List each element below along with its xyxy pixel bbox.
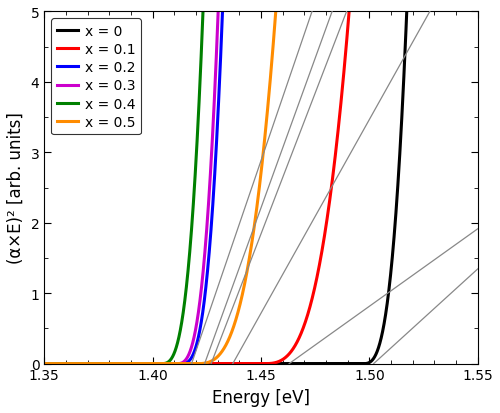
x = 0.5: [274, 3, 280, 8]
x = 0: [96, 361, 102, 366]
x = 0.1: [254, 361, 260, 366]
x = 0.2: [152, 361, 158, 366]
x = 0.3: [153, 361, 159, 366]
x = 0.1: [267, 361, 273, 366]
x = 0: [250, 361, 256, 366]
x = 0.4: [80, 361, 86, 366]
x = 0.2: [207, 240, 213, 244]
x = 0: [160, 361, 166, 366]
x = 0.5: [130, 361, 136, 366]
x = 0.5: [198, 361, 204, 366]
x = 0.3: [201, 259, 207, 264]
x = 0: [316, 361, 322, 366]
x = 0.4: [147, 361, 153, 366]
x = 0.1: [93, 361, 99, 366]
x = 0.4: [67, 361, 73, 366]
x = 0.2: [78, 361, 84, 366]
x = 0.3: [88, 361, 94, 366]
Legend: x = 0, x = 0.1, x = 0.2, x = 0.3, x = 0.4, x = 0.5: x = 0, x = 0.1, x = 0.2, x = 0.3, x = 0.…: [51, 19, 141, 135]
Y-axis label: (α×E)² [arb. units]: (α×E)² [arb. units]: [7, 112, 25, 264]
Line: x = 0.1: x = 0.1: [44, 6, 350, 364]
x = 0.1: [346, 3, 352, 8]
x = 0: [160, 361, 166, 366]
x = 0.5: [41, 361, 47, 366]
X-axis label: Energy [eV]: Energy [eV]: [212, 388, 310, 406]
x = 0.1: [41, 361, 47, 366]
x = 0.1: [106, 361, 112, 366]
Line: x = 0.2: x = 0.2: [44, 6, 222, 364]
x = 0.5: [252, 215, 258, 220]
x = 0.2: [166, 361, 172, 366]
x = 0.3: [216, 4, 222, 9]
Line: x = 0.3: x = 0.3: [44, 6, 218, 364]
x = 0.3: [120, 361, 126, 366]
x = 0: [404, 4, 410, 9]
x = 0.4: [128, 361, 134, 366]
Line: x = 0: x = 0: [44, 6, 407, 364]
x = 0.3: [156, 361, 162, 366]
Line: x = 0.5: x = 0.5: [44, 6, 276, 364]
x = 0.5: [183, 361, 189, 366]
x = 0: [182, 361, 188, 366]
x = 0.5: [60, 361, 66, 366]
x = 0.4: [114, 361, 120, 366]
x = 0.2: [41, 361, 47, 366]
x = 0.1: [84, 361, 90, 366]
x = 0.4: [200, 4, 206, 9]
x = 0.5: [74, 361, 80, 366]
x = 0.2: [220, 4, 226, 9]
x = 0.1: [346, 14, 352, 19]
x = 0.3: [178, 361, 184, 366]
x = 0.3: [41, 361, 47, 366]
Line: x = 0.4: x = 0.4: [44, 7, 203, 364]
x = 0.2: [162, 361, 168, 366]
x = 0.4: [188, 229, 194, 234]
x = 0.4: [41, 361, 47, 366]
x = 0: [41, 361, 47, 366]
x = 0.2: [156, 361, 162, 366]
